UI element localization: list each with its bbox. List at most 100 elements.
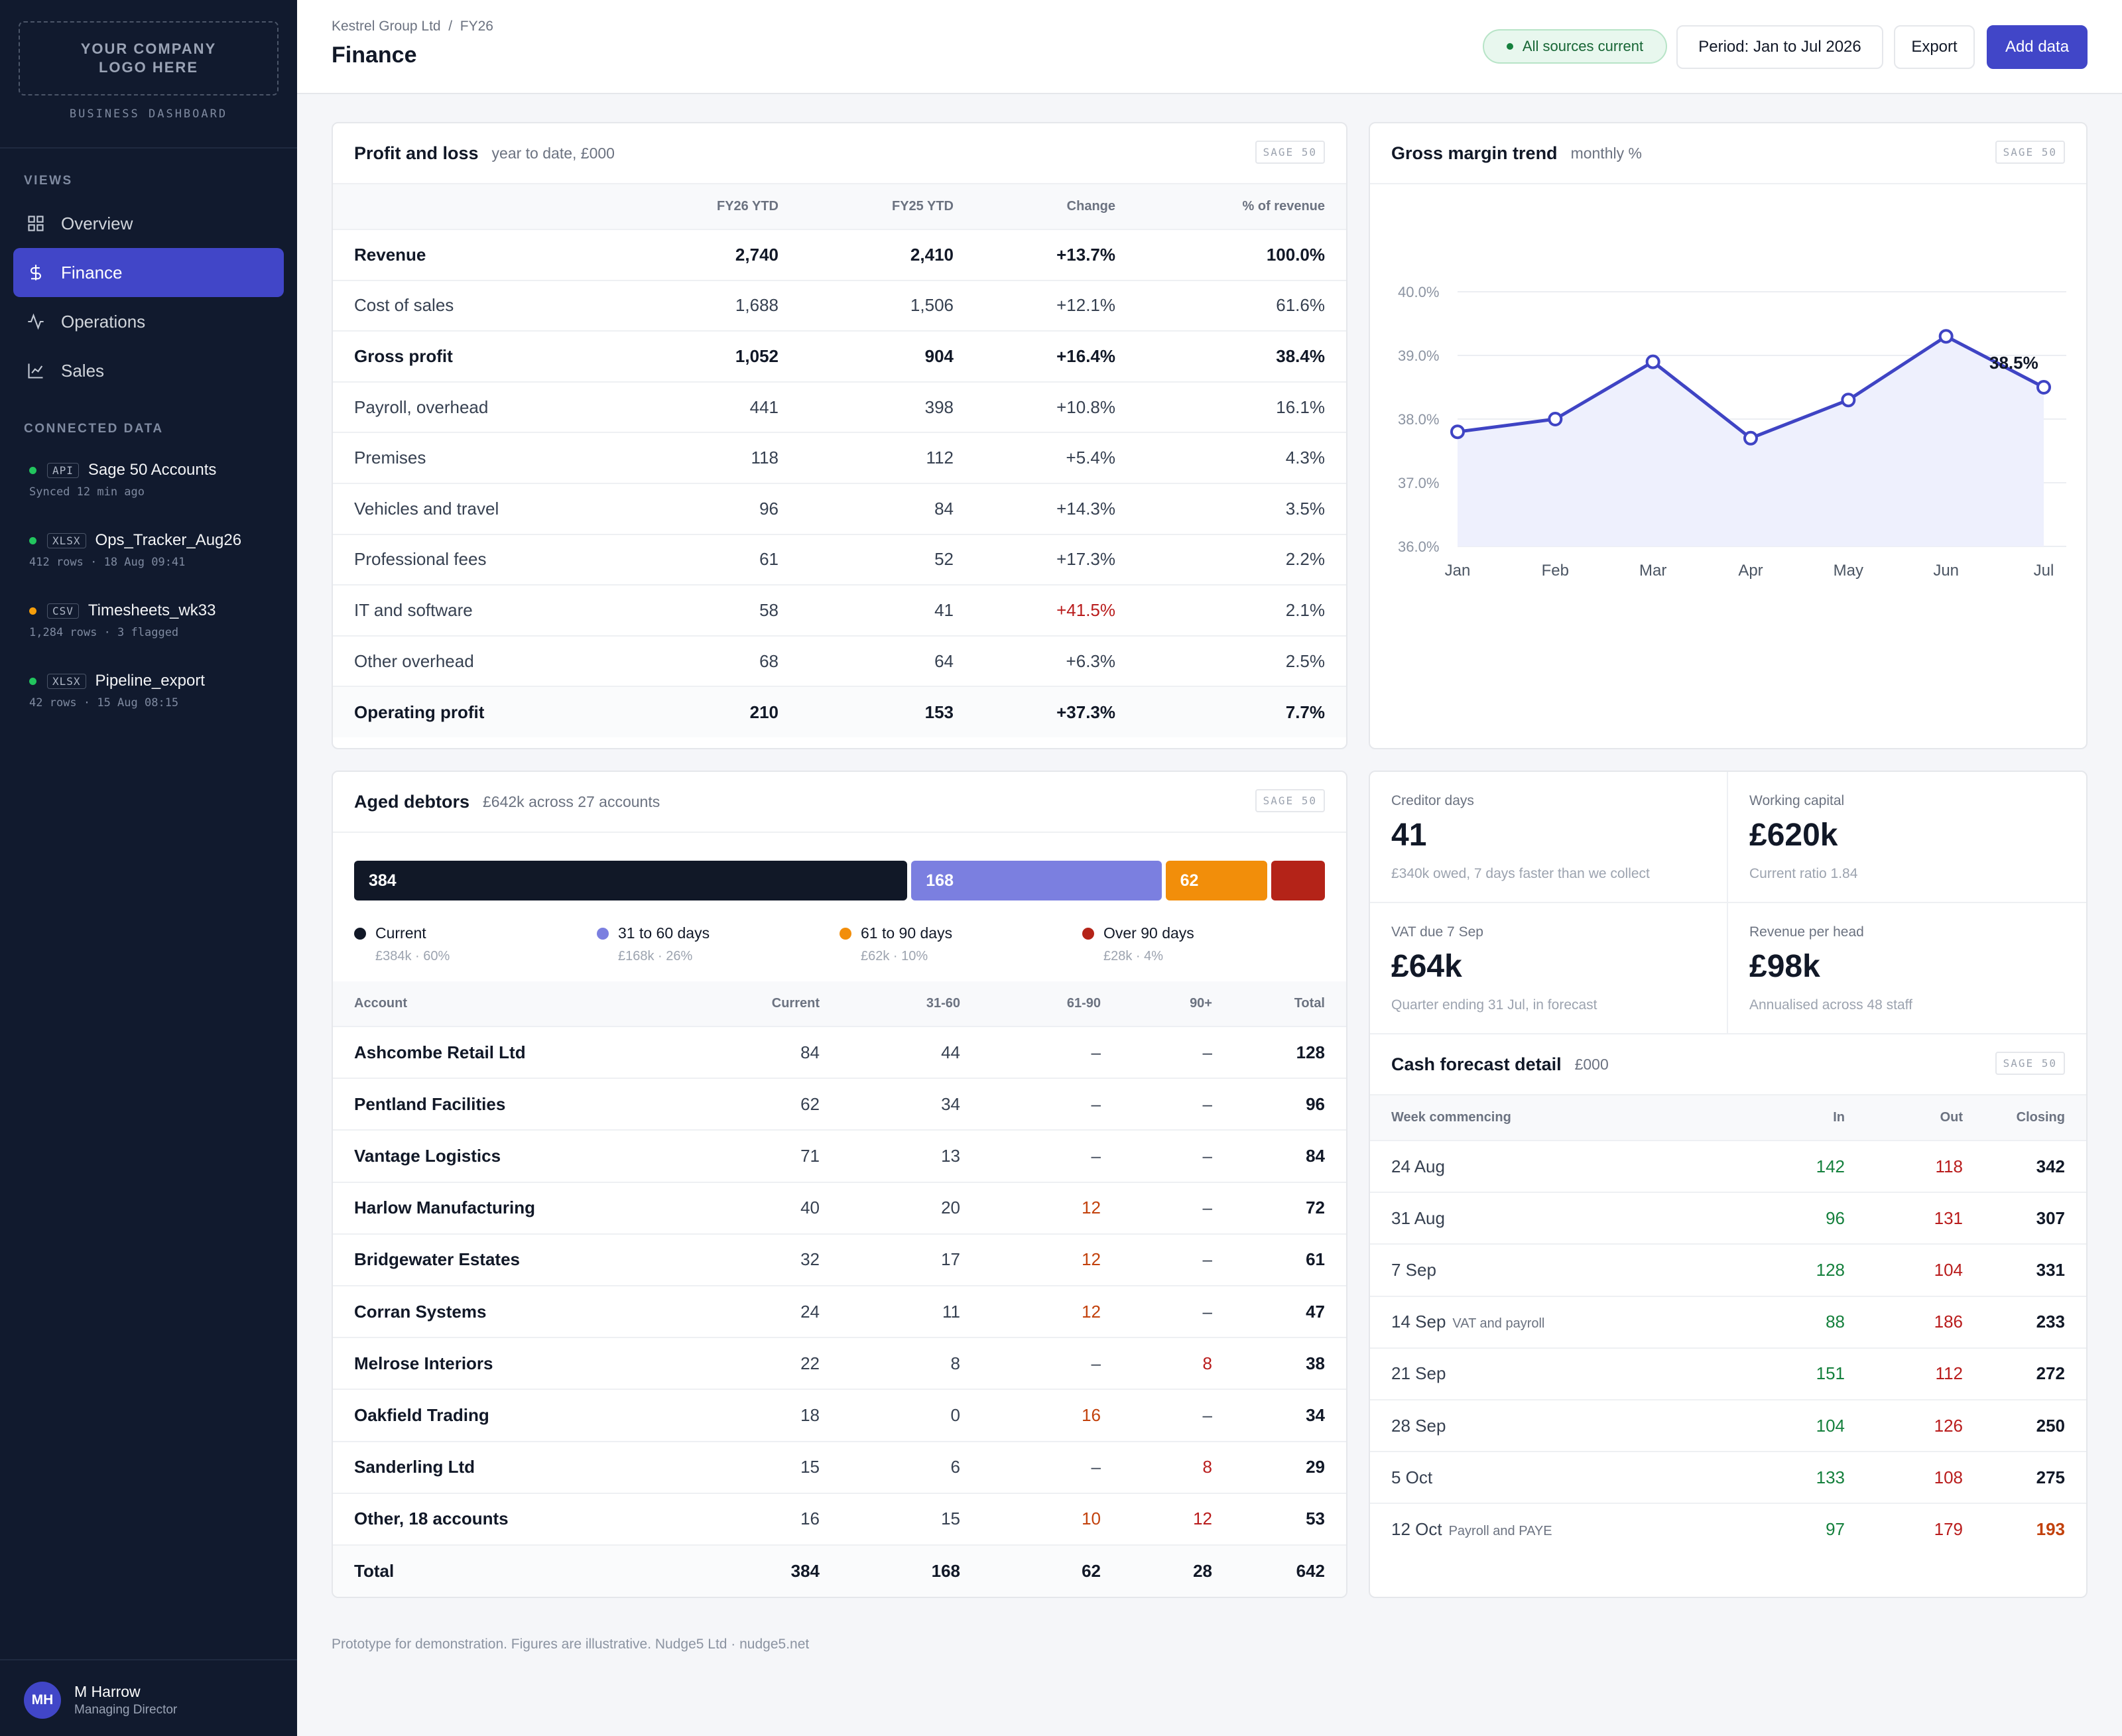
table-cell: 0 — [820, 1389, 960, 1442]
week-label: 24 Aug — [1391, 1156, 1445, 1176]
sidebar-item-overview[interactable]: Overview — [13, 199, 284, 248]
status-text: All sources current — [1522, 38, 1644, 54]
ageing-bar-segment[interactable] — [1271, 861, 1325, 900]
source-type-tag: XLSX — [47, 532, 86, 548]
data-source-timesheets[interactable]: CSV Timesheets_wk33 1,284 rows · 3 flagge… — [29, 601, 288, 639]
table-row[interactable]: Melrose Interiors 22 8–8 38 — [333, 1337, 1346, 1390]
data-point[interactable] — [1548, 412, 1563, 426]
chart-line-icon — [28, 363, 43, 379]
source-type-tag: XLSX — [47, 673, 86, 689]
row-total: 128 — [1212, 1025, 1346, 1079]
x-tick-label: Jun — [1933, 562, 1959, 580]
data-point[interactable] — [1841, 393, 1856, 408]
table-cell: – — [960, 1440, 1101, 1493]
breadcrumb[interactable]: Kestrel Group Ltd / FY26 — [332, 19, 493, 34]
data-source-ops-tracker[interactable]: XLSX Ops_Tracker_Aug26 412 rows · 18 Aug … — [29, 530, 288, 569]
pnl-table: FY26 YTD FY25 YTD Change % of revenue Re… — [333, 184, 1346, 737]
table-row[interactable]: Bridgewater Estates 32 17 12–61 — [333, 1233, 1346, 1286]
data-point[interactable] — [1743, 430, 1758, 446]
table-row[interactable]: 28 Sep 104 126 250 — [1370, 1398, 2086, 1452]
kpi-creditor-days: Creditor days 41 £340k owed, 7 days fast… — [1370, 772, 1728, 903]
table-row[interactable]: Revenue 2,740 2,410 +13.7% 100.0% — [333, 229, 1346, 280]
table-cell: 16.1% — [1115, 381, 1346, 433]
table-row[interactable]: Ashcombe Retail Ltd 84 44– –128 — [333, 1025, 1346, 1079]
source-type-tag: CSV — [47, 603, 79, 619]
cash-out: 186 — [1845, 1295, 1963, 1348]
cash-in: 88 — [1748, 1295, 1845, 1348]
gross-margin-card: Gross margin trend monthly % SAGE 50 40.… — [1369, 122, 2088, 749]
week-label: 12 Oct — [1391, 1519, 1442, 1540]
period-selector[interactable]: Period: Jan to Jul 2026 — [1676, 25, 1883, 69]
table-row[interactable]: 21 Sep 151 112 272 — [1370, 1347, 2086, 1400]
sidebar-divider — [0, 147, 297, 149]
table-row[interactable]: Other, 18 accounts 16 15 10 12 53 — [333, 1492, 1346, 1545]
table-row[interactable]: 24 Aug 142 118 342 — [1370, 1139, 2086, 1193]
user-role: Managing Director — [74, 1703, 178, 1717]
data-point[interactable] — [2036, 380, 2051, 395]
totals-row: Total 384 168 62 28 642 — [333, 1544, 1346, 1597]
account-name: Bridgewater Estates — [333, 1233, 696, 1286]
debtors-table: Account Current 31-60 61-90 90+ Total As… — [333, 981, 1346, 1597]
sidebar-item-sales[interactable]: Sales — [13, 346, 284, 395]
week-label: 31 Aug — [1391, 1208, 1445, 1228]
table-row[interactable]: 7 Sep 128 104 331 — [1370, 1243, 2086, 1296]
account-name: Sanderling Ltd — [333, 1440, 696, 1493]
table-row[interactable]: Operating profit 210 153 +37.3% 7.7% — [333, 686, 1346, 737]
table-row[interactable]: Other overhead 68 64 +6.3% 2.5% — [333, 635, 1346, 687]
add-data-button[interactable]: Add data — [1987, 25, 2088, 69]
table-row[interactable]: 12 Oct Payroll and PAYE 97 179 193 — [1370, 1503, 2086, 1556]
table-row[interactable]: Pentland Facilities 62 34– –96 — [333, 1078, 1346, 1131]
table-row[interactable]: Payroll, overhead 441 398 +10.8% 16.1% — [333, 381, 1346, 433]
user-profile[interactable]: MH M Harrow Managing Director — [0, 1659, 297, 1736]
table-row[interactable]: 5 Oct 133 108 275 — [1370, 1451, 2086, 1504]
change-value: +10.8% — [954, 381, 1115, 433]
table-row[interactable]: Oakfield Trading 18 0 16–34 — [333, 1389, 1346, 1442]
row-total: 34 — [1212, 1389, 1346, 1442]
export-button[interactable]: Export — [1894, 25, 1975, 69]
kpi-value: 41 — [1391, 818, 1427, 853]
sidebar-item-operations[interactable]: Operations — [13, 297, 284, 346]
ageing-bar-segment[interactable]: 168 — [911, 861, 1162, 900]
table-row[interactable]: Professional fees 61 52 +17.3% 2.2% — [333, 533, 1346, 586]
cash-in: 104 — [1748, 1398, 1845, 1452]
table-row[interactable]: Harlow Manufacturing 40 20 12–72 — [333, 1181, 1346, 1234]
table-row[interactable]: IT and software 58 41 +41.5% 2.1% — [333, 584, 1346, 636]
ageing-bar-segment[interactable]: 384 — [354, 861, 908, 900]
data-source-sage[interactable]: API Sage 50 Accounts Synced 12 min ago — [29, 460, 288, 499]
data-point[interactable] — [1645, 354, 1660, 369]
kpi-revenue-per-head: Revenue per head £98k Annualised across … — [1728, 903, 2086, 1034]
table-cell: – — [1101, 1078, 1212, 1131]
table-cell: 100.0% — [1115, 229, 1346, 280]
change-value: +37.3% — [954, 686, 1115, 737]
source-meta: 1,284 rows · 3 flagged — [29, 626, 179, 639]
table-row[interactable]: Premises 118 112 +5.4% 4.3% — [333, 432, 1346, 483]
data-point[interactable] — [1938, 329, 1954, 344]
y-tick-label: 39.0% — [1398, 347, 1439, 364]
table-row[interactable]: Cost of sales 1,688 1,506 +12.1% 61.6% — [333, 279, 1346, 332]
ageing-bar-segment[interactable]: 62 — [1165, 861, 1267, 900]
cash-in: 96 — [1748, 1192, 1845, 1245]
table-row[interactable]: 31 Aug 96 131 307 — [1370, 1192, 2086, 1245]
table-row[interactable]: Sanderling Ltd 15 6–8 29 — [333, 1440, 1346, 1493]
source-meta: Synced 12 min ago — [29, 485, 145, 499]
table-row[interactable]: Vehicles and travel 96 84 +14.3% 3.5% — [333, 482, 1346, 534]
table-cell: 22 — [696, 1337, 820, 1390]
table-row[interactable]: Corran Systems 24 11 12–47 — [333, 1284, 1346, 1338]
sidebar-item-finance[interactable]: Finance — [13, 248, 284, 297]
source-meta: 412 rows · 18 Aug 09:41 — [29, 556, 186, 569]
table-cell: 38.4% — [1115, 330, 1346, 382]
table-row[interactable]: 14 Sep VAT and payroll 88 186 233 — [1370, 1295, 2086, 1348]
data-point[interactable] — [1450, 424, 1465, 440]
row-total: 72 — [1212, 1181, 1346, 1234]
source-name: Sage 50 Accounts — [88, 461, 217, 479]
table-row[interactable]: Gross profit 1,052 904 +16.4% 38.4% — [333, 330, 1346, 382]
table-row[interactable]: Vantage Logistics 71 13– –84 — [333, 1129, 1346, 1182]
week-note: Payroll and PAYE — [1448, 1524, 1552, 1539]
table-cell: – — [960, 1129, 1101, 1182]
card-header: Aged debtors £642k across 27 accounts SA… — [333, 772, 1346, 833]
closing-balance: 307 — [1963, 1192, 2086, 1245]
total-cell: Total — [333, 1544, 696, 1597]
data-source-pipeline[interactable]: XLSX Pipeline_export 42 rows · 15 Aug 08:… — [29, 671, 288, 710]
x-tick-label: Mar — [1639, 562, 1666, 580]
status-dot — [1506, 43, 1513, 50]
